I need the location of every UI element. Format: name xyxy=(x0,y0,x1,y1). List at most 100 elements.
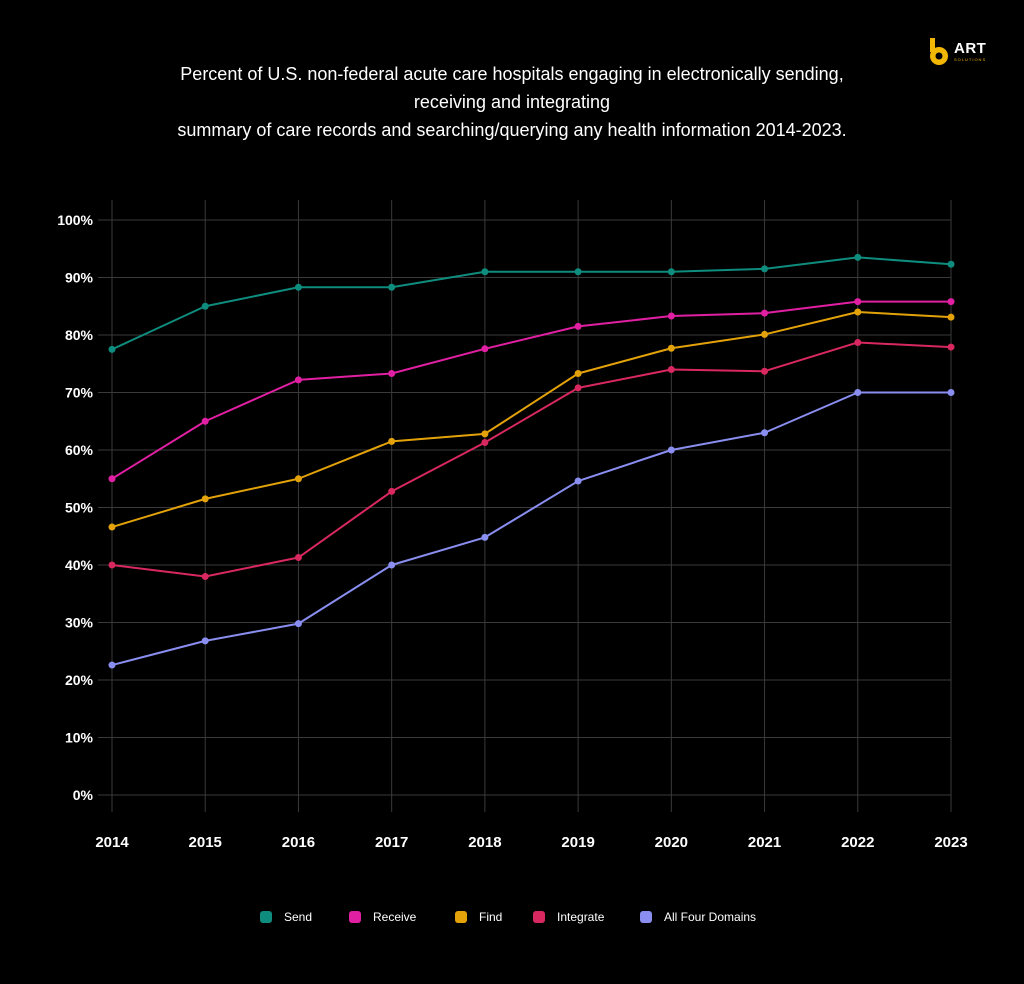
data-point xyxy=(294,475,302,483)
chart-title: Percent of U.S. non-federal acute care h… xyxy=(60,60,964,144)
data-point xyxy=(854,253,862,261)
legend-item: Send xyxy=(260,910,312,924)
x-tick-label: 2015 xyxy=(189,834,222,851)
data-point xyxy=(294,554,302,562)
chart-title-line-1: Percent of U.S. non-federal acute care h… xyxy=(180,64,844,84)
legend-label: Send xyxy=(284,910,313,924)
data-point xyxy=(667,312,675,320)
data-point xyxy=(947,298,955,306)
data-point xyxy=(854,338,862,346)
x-tick-label: 2014 xyxy=(95,834,129,851)
data-point xyxy=(481,430,489,438)
data-point xyxy=(108,523,116,531)
data-point xyxy=(388,437,396,445)
data-point xyxy=(947,260,955,268)
data-point xyxy=(294,376,302,384)
data-point xyxy=(294,620,302,628)
legend-swatch xyxy=(349,911,361,923)
chart-title-line-3: summary of care records and searching/qu… xyxy=(177,120,847,140)
series-line xyxy=(111,391,951,667)
legend-item: Receive xyxy=(349,910,416,924)
data-point xyxy=(574,370,582,378)
y-tick-label: 60% xyxy=(65,442,94,458)
data-point xyxy=(574,477,582,485)
data-point xyxy=(761,429,769,437)
legend-item: Integrate xyxy=(533,910,604,924)
legend-swatch xyxy=(640,911,652,923)
x-tick-label: 2019 xyxy=(561,834,594,851)
x-tick-label: 2018 xyxy=(468,834,501,851)
data-point xyxy=(667,446,675,454)
x-tick-label: 2023 xyxy=(934,834,967,851)
chart-title-line-2: receiving and integrating xyxy=(413,92,611,112)
data-point xyxy=(108,475,116,483)
x-tick-label: 2017 xyxy=(375,834,408,851)
data-point xyxy=(854,308,862,316)
data-point xyxy=(481,268,489,276)
data-point xyxy=(201,302,209,310)
data-point xyxy=(574,268,582,276)
data-point xyxy=(854,298,862,306)
y-tick-label: 0% xyxy=(73,787,94,803)
series-line xyxy=(111,300,951,480)
legend-swatch xyxy=(260,911,272,923)
data-point xyxy=(108,561,116,569)
data-point xyxy=(667,268,675,276)
data-point xyxy=(761,309,769,317)
y-tick-label: 50% xyxy=(65,500,94,516)
legend-swatch xyxy=(455,911,467,923)
data-point xyxy=(201,573,209,580)
chart-grid xyxy=(98,200,952,812)
series-all-four-domains xyxy=(108,389,955,669)
x-tick-label: 2016 xyxy=(282,834,315,851)
data-point xyxy=(947,313,955,321)
legend-label: All Four Domains xyxy=(664,910,757,924)
y-tick-label: 30% xyxy=(65,615,94,631)
legend-label: Receive xyxy=(373,910,417,924)
series-receive xyxy=(108,298,955,483)
data-point xyxy=(108,345,116,353)
x-tick-label: 2020 xyxy=(655,834,688,851)
series-line xyxy=(111,256,952,351)
data-point xyxy=(947,389,955,396)
data-point xyxy=(761,330,769,338)
data-point xyxy=(201,495,209,503)
x-tick-label: 2022 xyxy=(841,834,874,851)
data-point xyxy=(761,367,769,375)
data-point xyxy=(388,487,396,495)
data-point xyxy=(667,366,675,373)
data-point xyxy=(388,283,396,291)
data-point xyxy=(294,283,302,291)
y-tick-label: 10% xyxy=(65,730,94,746)
y-tick-label: 90% xyxy=(65,270,94,286)
y-tick-label: 100% xyxy=(57,212,93,228)
data-point xyxy=(761,265,769,273)
series-line xyxy=(111,311,952,529)
data-point xyxy=(108,661,116,669)
data-point xyxy=(388,370,396,378)
data-point xyxy=(481,533,489,541)
legend-label: Integrate xyxy=(557,910,605,924)
data-point xyxy=(481,439,489,447)
logo-subtext: SOLUTIONS xyxy=(954,57,987,62)
data-point xyxy=(388,561,396,569)
chart-series xyxy=(108,253,955,669)
logo-text: ART xyxy=(954,40,987,57)
data-point xyxy=(574,384,582,392)
data-point xyxy=(667,344,675,352)
data-point xyxy=(854,389,862,396)
series-send xyxy=(108,253,955,353)
series-integrate xyxy=(108,338,955,580)
data-point xyxy=(201,637,209,645)
data-point xyxy=(574,322,582,330)
y-tick-label: 70% xyxy=(65,385,94,401)
y-tick-label: 20% xyxy=(65,672,94,688)
logo-mark-icon xyxy=(930,38,948,65)
legend-item: Find xyxy=(455,910,502,924)
brand-logo: ART SOLUTIONS xyxy=(928,36,998,68)
data-point xyxy=(947,343,955,351)
legend-item: All Four Domains xyxy=(640,910,756,924)
data-point xyxy=(201,417,209,425)
y-tick-label: 40% xyxy=(65,557,94,573)
